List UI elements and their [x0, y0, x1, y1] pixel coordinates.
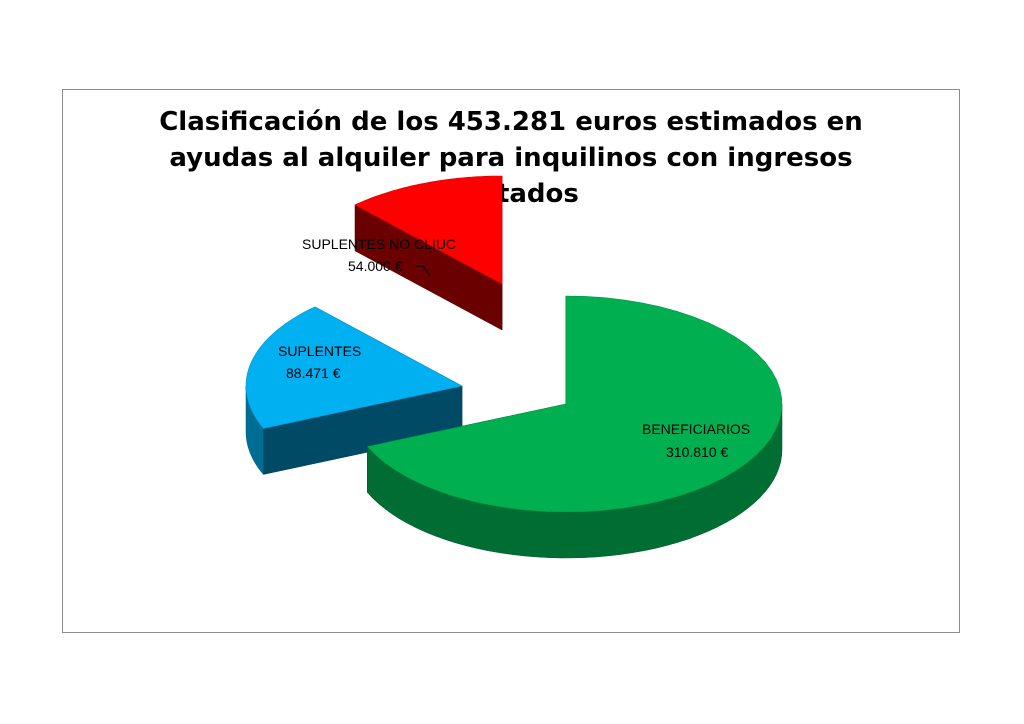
- slice-beneficiarios: [366, 295, 783, 559]
- leader-line: [416, 265, 431, 277]
- pie-labels: BENEFICIARIOS 310.810 € SUPLENTES 88.471…: [278, 236, 750, 460]
- slice-suplentes-no-cliuc: [354, 175, 503, 331]
- label-suplentes-value: 88.471 €: [286, 365, 341, 381]
- label-suplentes-no-cliuc-name: SUPLENTES NO CLIUC: [302, 236, 456, 252]
- slice-top-face: [354, 175, 503, 285]
- label-suplentes-name: SUPLENTES: [278, 343, 361, 359]
- label-suplentes-no-cliuc-value: 54.000 €: [348, 258, 403, 274]
- slice-top-face: [245, 306, 463, 429]
- chart-title-line-2: ayudas al alquiler para inquilinos con i…: [169, 143, 853, 173]
- label-beneficiarios-value: 310.810 €: [666, 444, 728, 460]
- slice-top-face: [366, 295, 783, 513]
- chart-title-line-1: Clasificación de los 453.281 euros estim…: [159, 107, 863, 137]
- slice-suplentes: [245, 306, 463, 476]
- pie-slices: [245, 175, 783, 559]
- label-beneficiarios-name: BENEFICIARIOS: [642, 421, 750, 437]
